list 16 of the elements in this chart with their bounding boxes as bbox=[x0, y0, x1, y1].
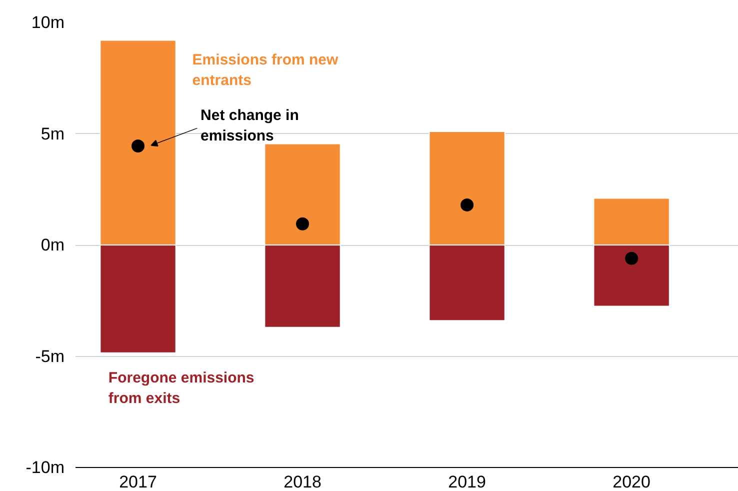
point bbox=[132, 140, 145, 152]
x-tick-label: 2017 bbox=[119, 472, 157, 491]
x-tick-label: 2018 bbox=[284, 472, 322, 491]
y-tick-label: 10m bbox=[31, 13, 65, 32]
y-tick-label: -10m bbox=[26, 458, 65, 477]
series-label: Foregone emissions from exits bbox=[108, 370, 254, 407]
y-tick-label: -5m bbox=[35, 346, 65, 366]
series-label: Emissions from new entrants bbox=[192, 51, 339, 89]
y-tick-label: 0m bbox=[40, 236, 65, 254]
text: Net change in emissions bbox=[200, 107, 299, 144]
y-tick-label: 5m bbox=[40, 124, 65, 144]
x-tick-label: 2020 bbox=[612, 472, 650, 491]
point bbox=[625, 252, 638, 265]
point bbox=[460, 198, 474, 212]
x-tick-label: 2019 bbox=[448, 472, 486, 491]
point bbox=[296, 217, 310, 230]
